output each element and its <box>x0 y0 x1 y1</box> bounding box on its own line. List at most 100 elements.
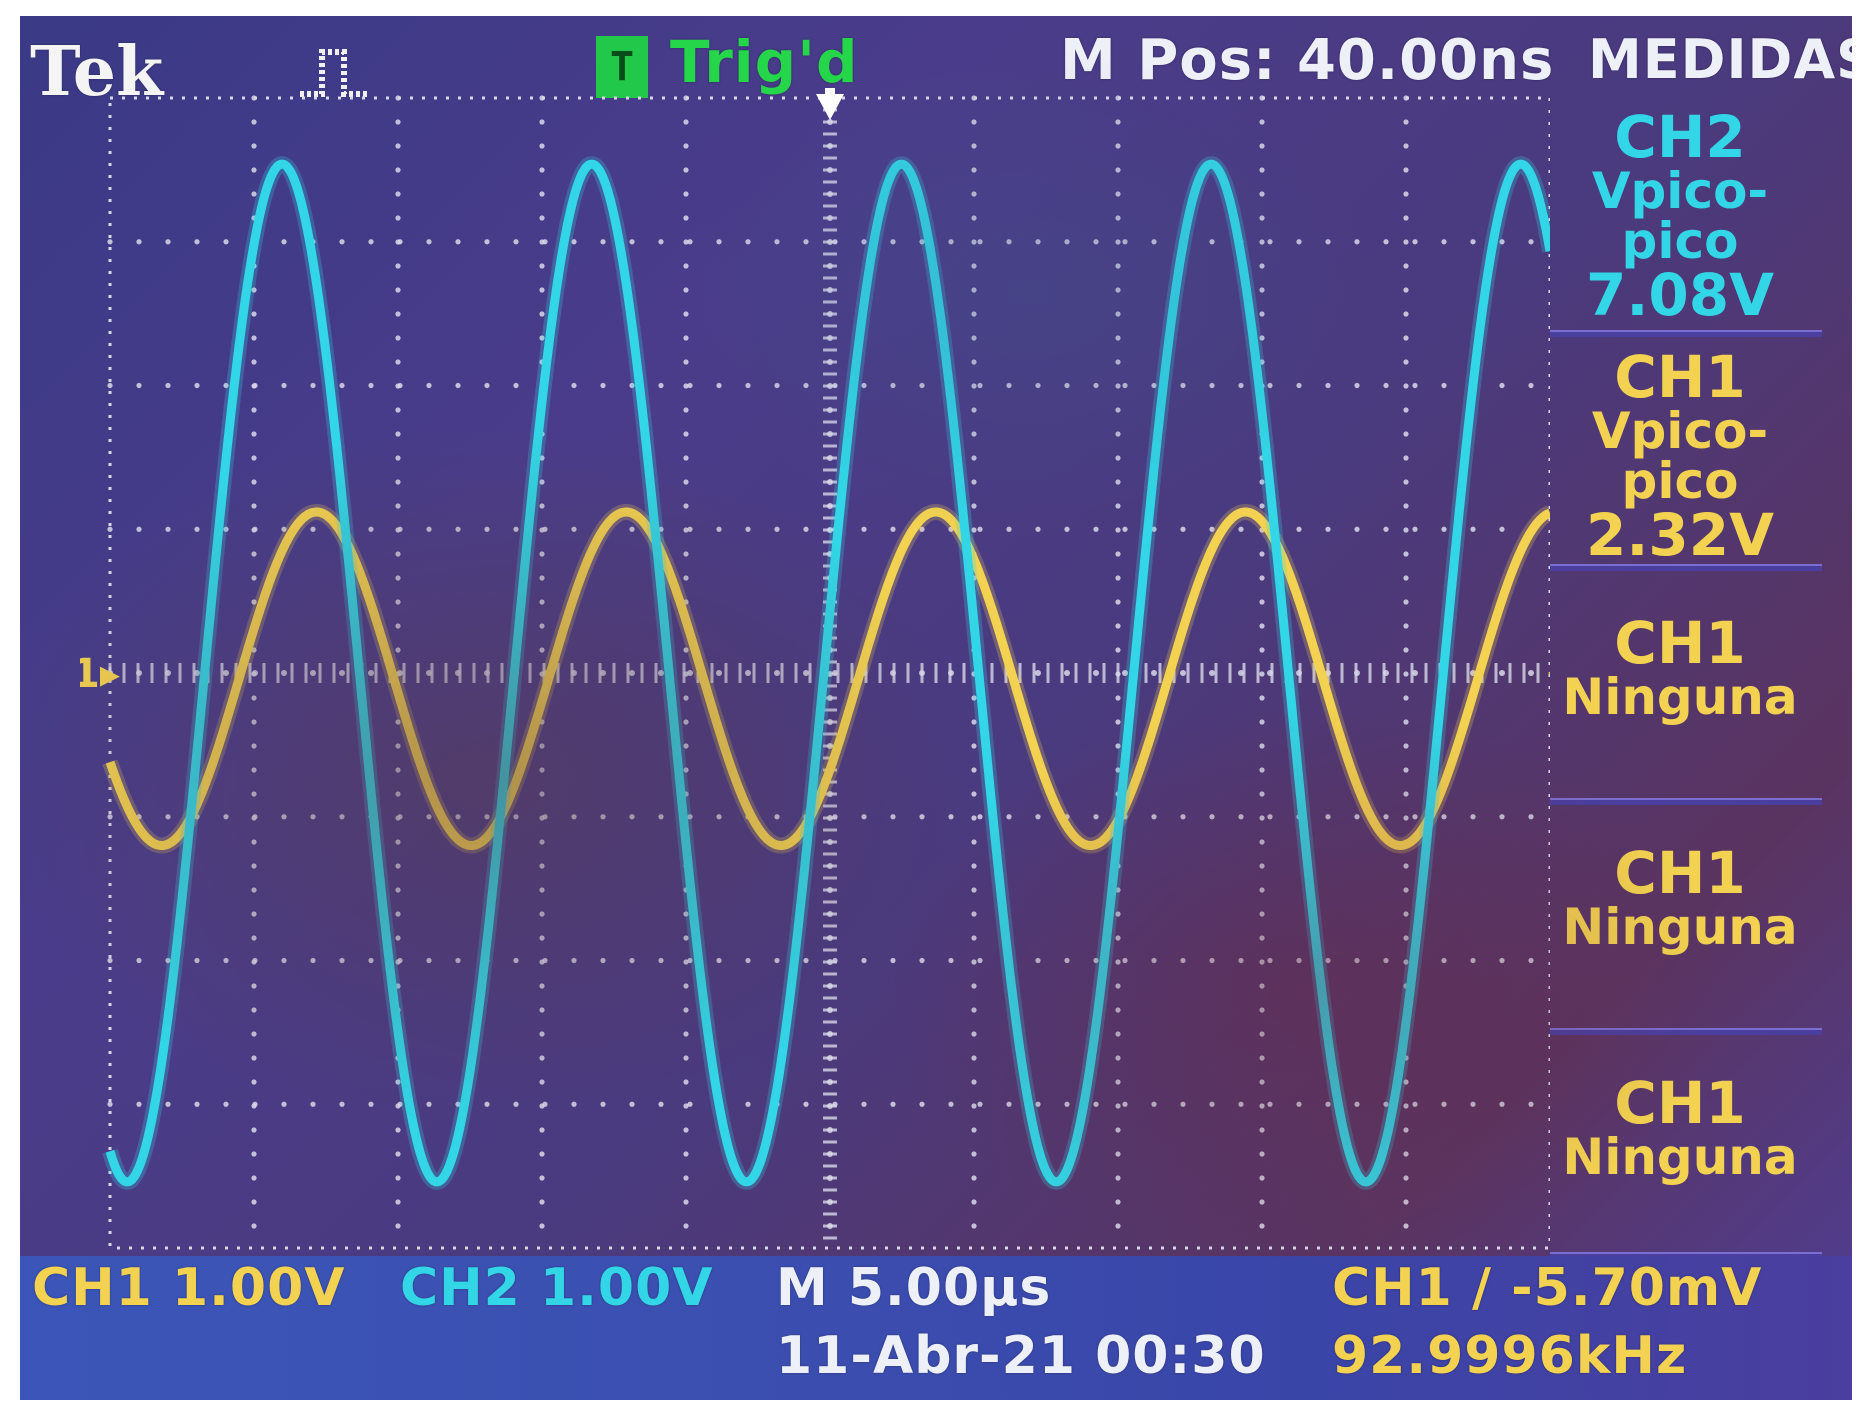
graticule-dot <box>948 239 954 245</box>
graticule-dot <box>339 957 345 964</box>
graticule-dot <box>683 1055 689 1061</box>
graticule-dot <box>1412 1101 1418 1107</box>
center-axis-tick <box>823 924 837 928</box>
graticule-dot <box>571 814 577 820</box>
center-axis-tick <box>1494 663 1498 683</box>
graticule-dot <box>971 239 977 245</box>
graticule-dot <box>165 814 171 820</box>
graticule-dot <box>1403 215 1409 221</box>
center-axis-tick <box>1382 663 1386 683</box>
measurement-value: 2.32V <box>1586 501 1774 569</box>
graticule-dot <box>251 1127 257 1133</box>
graticule-dot <box>1499 814 1505 820</box>
graticule-dot <box>971 863 977 869</box>
center-axis-tick <box>823 480 837 484</box>
center-axis-tick <box>823 744 837 748</box>
ch1-ground-marker[interactable]: 1▸ <box>80 651 120 697</box>
graticule-dot <box>1403 311 1409 317</box>
graticule-dot <box>1259 95 1265 101</box>
graticule-dot <box>1296 239 1302 245</box>
measurement-slot-5[interactable]: CH1 Ninguna <box>1544 1074 1816 1182</box>
graticule-dot <box>136 239 142 245</box>
graticule-dot <box>539 1199 545 1205</box>
graticule-dot <box>629 1101 635 1107</box>
graticule-dot <box>1403 671 1409 677</box>
graticule-dot <box>971 191 977 197</box>
graticule-dot <box>1035 526 1041 532</box>
center-axis-tick <box>823 168 837 172</box>
graticule-dot <box>339 814 345 820</box>
graticule-dot <box>455 814 461 820</box>
graticule-dot <box>251 1007 257 1013</box>
graticule-dot <box>971 959 977 965</box>
graticule-dot <box>1115 503 1121 509</box>
graticule-dot <box>339 382 345 389</box>
graticule-dot <box>1403 335 1409 341</box>
graticule-dot <box>1383 382 1389 389</box>
graticule-dot <box>1122 670 1128 676</box>
graticule-dot <box>1403 455 1409 461</box>
graticule-dot <box>310 1101 316 1107</box>
measurement-ch1-peak-to-peak[interactable]: CH1 Vpico-pico 2.32V <box>1544 348 1816 564</box>
graticule-dot <box>890 957 896 964</box>
graticule-dot <box>1238 382 1244 389</box>
graticule-dot <box>683 479 689 485</box>
measurement-slot-4[interactable]: CH1 Ninguna <box>1544 844 1816 952</box>
measurement-slot-3[interactable]: CH1 Ninguna <box>1544 614 1816 722</box>
graticule-dot <box>1259 335 1265 341</box>
trigger-level-marker[interactable] <box>1548 659 1550 687</box>
graticule-dot <box>251 335 257 341</box>
graticule-dot <box>136 957 142 964</box>
center-axis-tick <box>823 1044 837 1048</box>
graticule-dot <box>539 1151 545 1157</box>
graticule-dot <box>542 814 548 820</box>
measurement-channel: CH1 <box>1614 839 1746 907</box>
measurement-channel: CH1 <box>1614 609 1746 677</box>
center-axis-tick <box>823 684 837 688</box>
ch1-scale-readout: CH1 1.00V <box>32 1258 346 1318</box>
center-axis-tick <box>1340 663 1344 683</box>
center-axis-tick <box>823 1236 837 1240</box>
center-axis-tick <box>1158 663 1162 683</box>
graticule-dot <box>971 1199 977 1205</box>
graticule-dot <box>395 455 401 461</box>
graticule-dot <box>281 1101 287 1107</box>
graticule-dot <box>395 287 401 293</box>
graticule-dot <box>1115 1055 1121 1061</box>
graticule-dot <box>1403 167 1409 173</box>
graticule-dot <box>683 743 689 749</box>
center-axis-tick <box>234 663 238 683</box>
graticule-dot <box>368 526 374 532</box>
graticule-dot <box>539 839 545 845</box>
measurement-value: 7.08V <box>1586 261 1774 329</box>
graticule-dot <box>1403 1103 1409 1109</box>
center-axis-tick <box>823 912 837 916</box>
measurement-ch2-peak-to-peak[interactable]: CH2 Vpico-pico 7.08V <box>1544 108 1816 324</box>
menu-divider <box>1550 330 1822 337</box>
graticule-dot <box>484 382 490 389</box>
graticule-dot <box>1180 814 1186 820</box>
center-axis-tick <box>990 663 994 683</box>
graticule-dot <box>683 455 689 461</box>
graticule-dot <box>397 957 403 964</box>
center-axis-tick <box>290 663 294 683</box>
graticule-dot <box>1259 695 1265 701</box>
graticule-dot <box>395 167 401 173</box>
graticule-dot <box>1259 143 1265 149</box>
graticule-dot <box>1115 215 1121 221</box>
graticule-dot <box>890 382 896 389</box>
center-axis-tick <box>823 468 837 472</box>
graticule-dot <box>1296 526 1302 532</box>
center-axis-tick <box>823 852 837 856</box>
center-axis-tick <box>823 120 837 124</box>
graticule-dot <box>683 263 689 269</box>
center-axis-tick <box>823 384 837 388</box>
graticule-dot <box>977 1101 983 1107</box>
graticule-dot <box>426 814 432 820</box>
graticule-dot <box>861 1101 867 1107</box>
graticule-dot <box>716 814 722 820</box>
graticule-dot <box>861 526 867 532</box>
graticule-dot <box>971 815 977 821</box>
trigger-position-marker[interactable] <box>816 88 844 120</box>
graticule-dot <box>539 791 545 797</box>
